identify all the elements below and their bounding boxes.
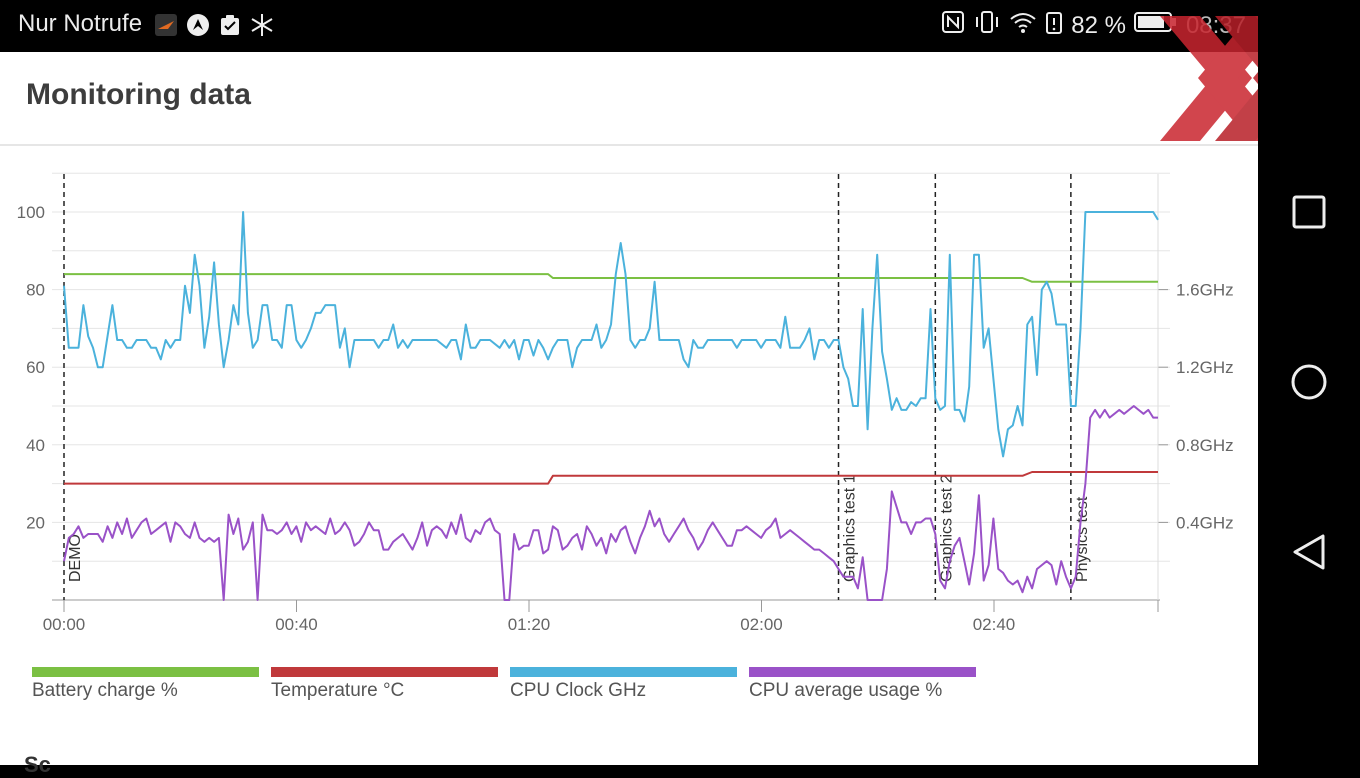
right-tick-label: 0.8GHz xyxy=(1176,436,1234,455)
chart-axes: 20 40 60 80 100 0.4GHz 0.8GHz 1.2GHz 1.6GHz 00:00… xyxy=(17,174,1234,634)
series-line xyxy=(64,471,1158,485)
right-tick-label: 0.4GHz xyxy=(1176,513,1234,532)
test-marker-label: DEMO xyxy=(67,534,84,582)
left-tick-label: 60 xyxy=(26,358,45,377)
chart-series xyxy=(63,211,1159,601)
back-button[interactable] xyxy=(1285,528,1333,576)
vibrate-icon xyxy=(973,10,1001,41)
left-tick-label: 100 xyxy=(17,203,45,222)
legend-label: Battery charge % xyxy=(32,680,178,701)
series-line xyxy=(64,273,1158,283)
series-line xyxy=(63,405,1158,601)
x-tick-label: 02:40 xyxy=(973,615,1016,634)
battery-alert-icon xyxy=(1045,10,1063,41)
x-tick-label: 00:00 xyxy=(43,615,86,634)
home-button[interactable] xyxy=(1285,358,1333,406)
legend-swatch xyxy=(271,667,498,677)
legend-label: CPU Clock GHz xyxy=(510,680,646,701)
right-tick-label: 1.6GHz xyxy=(1176,281,1234,300)
test-marker-label: Graphics test 2 xyxy=(938,474,955,582)
chart-grid xyxy=(52,172,1170,562)
circle-icon xyxy=(1291,364,1327,400)
x-tick-label: 01:20 xyxy=(508,615,551,634)
battery-percent: 82 % xyxy=(1071,11,1126,39)
app-content: Monitoring data 20 40 60 80 100 0.4GHz 0.8GHz 1… xyxy=(0,52,1258,777)
snowflake-icon xyxy=(249,12,275,38)
chart-legend: Battery charge % Temperature °C CPU Clock … xyxy=(32,667,976,701)
series-line xyxy=(63,211,1159,458)
page-title: Monitoring data xyxy=(26,78,251,111)
test-marker-label: Graphics test 1 xyxy=(842,474,859,582)
next-section-title: Sc xyxy=(24,752,51,777)
triangle-back-icon xyxy=(1293,534,1325,570)
legend-label: CPU average usage % xyxy=(749,680,942,701)
legend-swatch xyxy=(32,667,259,677)
legend-swatch xyxy=(510,667,737,677)
left-tick-label: 40 xyxy=(26,436,45,455)
monitoring-chart: 20 40 60 80 100 0.4GHz 0.8GHz 1.2GHz 1.6GHz 00:00… xyxy=(17,172,1234,701)
x-tick-label: 00:40 xyxy=(275,615,318,634)
clipboard-icon xyxy=(217,12,243,38)
wifi-icon xyxy=(1009,10,1037,41)
recent-apps-button[interactable] xyxy=(1285,188,1333,236)
carrier-label: Nur Notrufe xyxy=(18,10,143,37)
left-tick-label: 80 xyxy=(26,281,45,300)
square-icon xyxy=(1292,195,1326,229)
app-notification-icon xyxy=(153,12,179,38)
maps-icon xyxy=(185,12,211,38)
navigation-bar xyxy=(1258,0,1360,765)
right-tick-label: 1.2GHz xyxy=(1176,358,1234,377)
left-tick-label: 20 xyxy=(26,513,45,532)
status-bar: Nur Notrufe 82 % 08:37 xyxy=(0,0,1258,52)
notification-icons xyxy=(153,12,275,38)
legend-label: Temperature °C xyxy=(271,680,404,701)
nfc-icon xyxy=(941,10,965,41)
app-header: Monitoring data xyxy=(0,52,1258,146)
legend-swatch xyxy=(749,667,976,677)
x-tick-label: 02:00 xyxy=(740,615,783,634)
